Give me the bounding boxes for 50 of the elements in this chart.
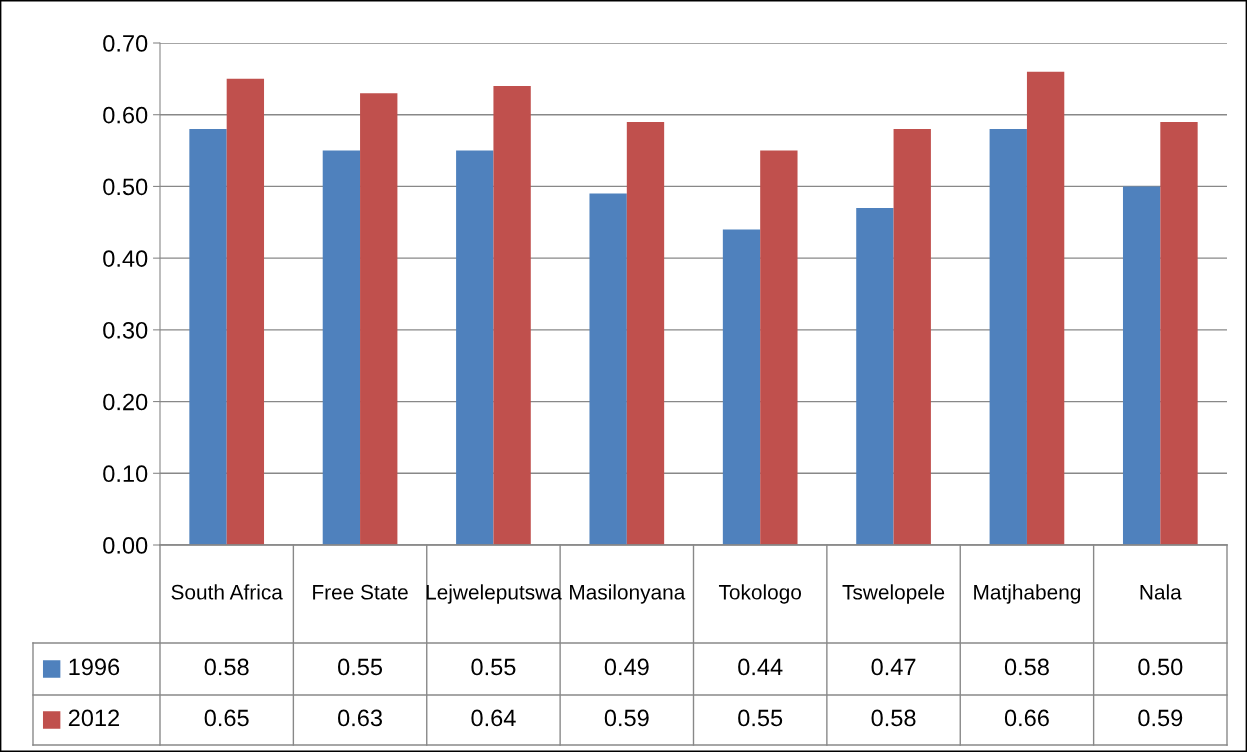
x-tick-label: Free State <box>313 584 408 600</box>
y-tick-label: 0.20 <box>103 393 148 411</box>
legend-label: 1996 <box>69 658 120 676</box>
data-label: 0.64 <box>471 709 516 727</box>
data-label: 0.58 <box>871 709 916 727</box>
data-label: 0.59 <box>604 709 649 727</box>
data-label: 0.63 <box>338 709 382 727</box>
data-label: 0.55 <box>738 709 783 727</box>
y-tick-label: 0.60 <box>103 106 148 124</box>
y-tick-label: 0.40 <box>103 250 148 267</box>
y-tick-label: 0.70 <box>103 35 148 52</box>
y-tick-label: 0.10 <box>103 465 148 483</box>
legend-label: 2012 <box>68 709 120 727</box>
x-tick-label: Masilonyana <box>570 584 686 604</box>
bar <box>589 193 627 545</box>
x-tick-label: Nala <box>1140 584 1182 600</box>
bar <box>360 93 398 545</box>
bar <box>456 150 494 545</box>
data-label: 0.55 <box>471 658 516 676</box>
bar <box>322 150 361 545</box>
bar <box>1160 121 1198 545</box>
bar <box>856 207 894 545</box>
bar <box>989 129 1027 545</box>
data-label: 0.66 <box>1004 709 1049 727</box>
data-label: 0.47 <box>871 658 916 676</box>
x-tick-label: Tswelopele <box>842 584 945 604</box>
x-tick-label: South Africa <box>171 584 283 600</box>
bar <box>722 229 761 545</box>
data-label: 0.49 <box>604 658 649 676</box>
y-tick-label: 0.00 <box>103 537 148 554</box>
bar <box>226 78 265 545</box>
x-tick-label: Tokologo <box>718 584 802 604</box>
y-tick-label: 0.30 <box>103 321 148 339</box>
y-tick-label: 0.50 <box>103 178 148 196</box>
data-label: 0.58 <box>1004 658 1049 676</box>
data-label: 0.59 <box>1138 709 1183 727</box>
x-tick-label: Lejweleputswa <box>426 584 562 604</box>
x-tick-label: Matjhabeng <box>974 584 1081 604</box>
bar <box>626 121 665 545</box>
data-label: 0.50 <box>1138 658 1183 676</box>
bar <box>760 150 798 545</box>
bar <box>1026 71 1065 545</box>
bar <box>189 129 227 545</box>
data-label: 0.58 <box>204 658 249 676</box>
bar <box>1122 186 1161 545</box>
data-label: 0.44 <box>738 658 783 676</box>
data-label: 0.65 <box>204 709 249 727</box>
data-label: 0.55 <box>338 658 383 676</box>
bar <box>893 129 931 545</box>
bar <box>493 86 531 545</box>
